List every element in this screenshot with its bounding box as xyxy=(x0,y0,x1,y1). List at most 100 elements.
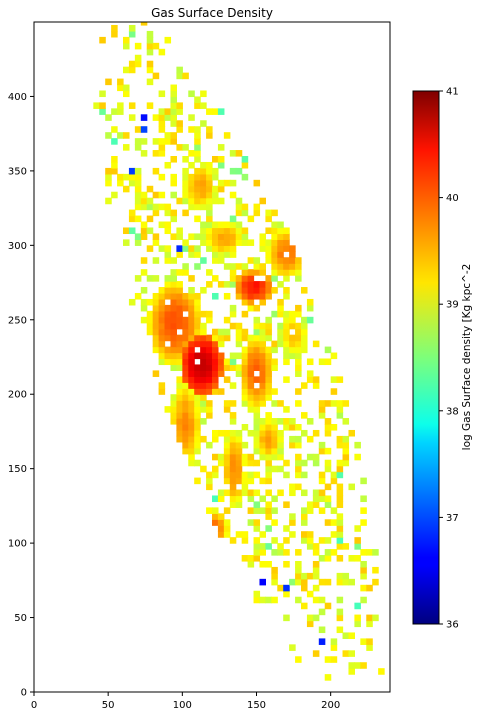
heatmap-cell xyxy=(277,221,284,229)
heatmap-cell xyxy=(295,435,302,443)
heatmap-cell xyxy=(301,382,308,389)
heatmap-cell xyxy=(176,358,183,366)
heatmap-cell xyxy=(318,358,326,366)
heatmap-cell xyxy=(188,233,195,240)
heatmap-cell xyxy=(348,650,355,657)
heatmap-cell xyxy=(295,424,302,431)
heatmap-cell xyxy=(164,114,172,121)
heatmap-cell xyxy=(194,298,201,306)
heatmap-cell xyxy=(212,334,219,342)
heatmap-cell xyxy=(265,292,272,300)
heatmap-cell xyxy=(128,179,136,187)
heatmap-cell xyxy=(217,513,225,520)
heatmap-cell xyxy=(271,340,278,348)
heatmap-cell xyxy=(360,507,367,514)
heatmap-cell xyxy=(348,483,355,491)
x-tick-label: 0 xyxy=(31,700,37,711)
heatmap-cell xyxy=(283,245,290,252)
heatmap-cell xyxy=(111,167,118,175)
heatmap-cell xyxy=(247,489,255,497)
heatmap-cell xyxy=(206,382,213,389)
heatmap-cell xyxy=(176,334,183,342)
heatmap-cell xyxy=(206,209,213,217)
colorbar: 36 37 38 39 40 41 log Gas Surface density [Kg… xyxy=(412,87,473,631)
heatmap-cell xyxy=(188,126,195,133)
heatmap-cell xyxy=(117,78,124,86)
heatmap-cell xyxy=(241,263,249,270)
heatmap-cell xyxy=(241,471,249,479)
heatmap-cell xyxy=(140,316,148,324)
heatmap-cell xyxy=(123,42,130,50)
heatmap-cell xyxy=(277,310,284,318)
heatmap-cell xyxy=(217,340,225,348)
heatmap-cell xyxy=(336,495,344,503)
heatmap-cell xyxy=(277,328,284,336)
heatmap-cell xyxy=(223,316,231,324)
heatmap-cell xyxy=(301,346,308,354)
heatmap-cell xyxy=(241,376,249,383)
heatmap-cell xyxy=(295,471,302,479)
heatmap-cell xyxy=(146,298,154,306)
heatmap-cell xyxy=(170,102,177,109)
heatmap-cell xyxy=(235,203,243,211)
heatmap-cell xyxy=(99,36,106,44)
heatmap-cell xyxy=(324,656,332,663)
heatmap-cell xyxy=(312,453,320,461)
heatmap-cell xyxy=(301,572,308,580)
heatmap-cell xyxy=(336,489,344,497)
heatmap-cell xyxy=(253,322,261,330)
heatmap-cell xyxy=(360,572,367,580)
heatmap-cell xyxy=(170,418,177,425)
heatmap-cell xyxy=(295,572,302,580)
heatmap-cell xyxy=(289,441,296,449)
heatmap-cell xyxy=(295,310,302,318)
heatmap-cell xyxy=(265,322,272,330)
heatmap-cell xyxy=(140,269,148,276)
heatmap-cell xyxy=(259,352,266,360)
heatmap-cell xyxy=(217,358,225,366)
heatmap-cell xyxy=(271,209,278,217)
heatmap-cell xyxy=(289,316,296,324)
heatmap-cell xyxy=(265,513,272,520)
heatmap-cell xyxy=(134,191,142,199)
heatmap-cell xyxy=(271,257,278,264)
heatmap-cell xyxy=(318,596,326,604)
heatmap-cell xyxy=(170,269,177,276)
heatmap-cell xyxy=(152,233,160,240)
heatmap-cell xyxy=(212,185,219,193)
heatmap-cell xyxy=(182,358,189,366)
heatmap-cell xyxy=(253,441,261,449)
heatmap-cell xyxy=(229,150,237,157)
heatmap-cell xyxy=(200,376,207,383)
heatmap-cell xyxy=(247,394,255,401)
heatmap-cell xyxy=(360,477,367,485)
heatmap-cell xyxy=(158,150,166,157)
heatmap-cell xyxy=(158,173,166,181)
heatmap-cell xyxy=(146,102,154,109)
heatmap-cell xyxy=(212,453,219,461)
heatmap-cell xyxy=(194,477,201,485)
heatmap-cell xyxy=(336,471,344,479)
heatmap-cell xyxy=(158,221,166,229)
heatmap-cell xyxy=(259,281,266,288)
heatmap-cell xyxy=(140,150,148,157)
heatmap-cell xyxy=(194,245,201,252)
heatmap-cell xyxy=(164,209,172,217)
y-axis: 0 50 100 150 200 250 300 350 400 xyxy=(8,92,34,699)
heatmap-cell xyxy=(152,72,160,80)
heatmap-cell xyxy=(277,549,284,556)
heatmap-cell xyxy=(170,257,177,264)
heatmap-cell xyxy=(164,334,172,342)
heatmap-cell xyxy=(176,382,183,389)
heatmap-cell xyxy=(206,167,213,175)
heatmap-cell xyxy=(206,483,213,491)
heatmap-cell xyxy=(229,233,237,240)
heatmap-cell xyxy=(111,191,118,199)
heatmap-cell xyxy=(271,275,278,282)
heatmap-cell xyxy=(289,435,296,443)
heatmap-cell xyxy=(253,555,261,562)
heatmap-cell xyxy=(324,495,332,503)
heatmap-cell xyxy=(306,590,314,598)
heatmap-cell xyxy=(134,292,142,300)
heatmap-cell xyxy=(200,364,207,371)
